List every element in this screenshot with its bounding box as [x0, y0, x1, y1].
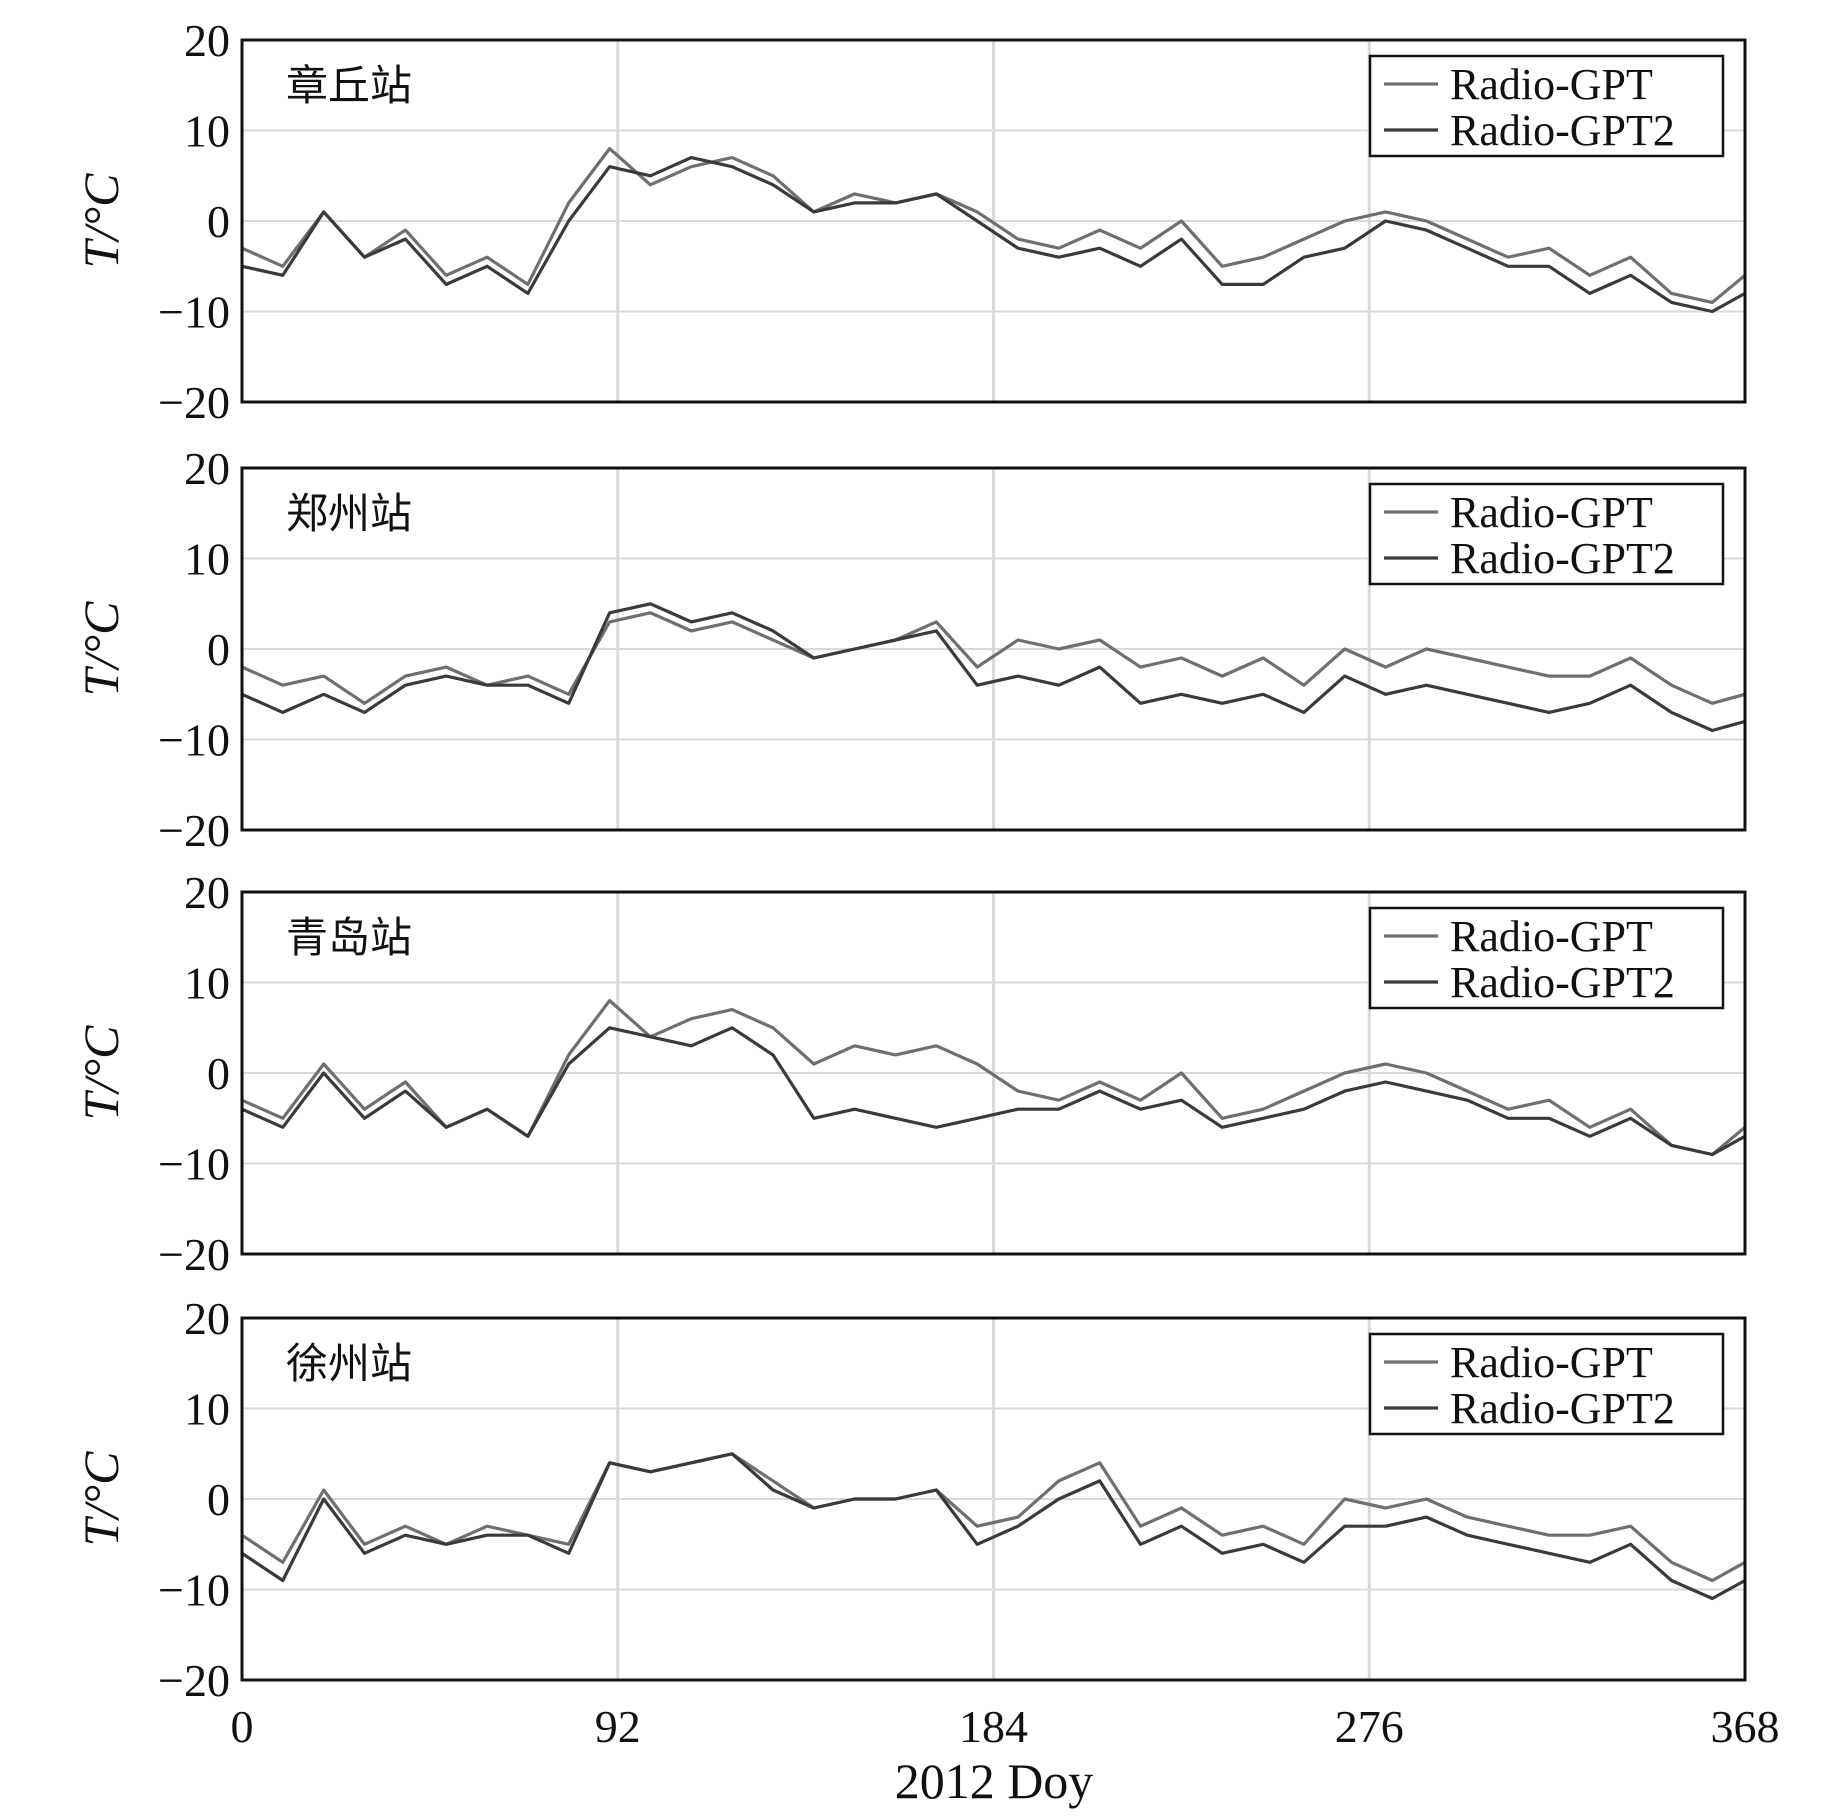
legend-label: Radio-GPT2 — [1450, 958, 1675, 1007]
legend-label: Radio-GPT — [1450, 1338, 1653, 1387]
station-label: 郑州站 — [286, 489, 412, 538]
station-label: 青岛站 — [286, 913, 412, 962]
y-tick-label: 0 — [207, 1048, 230, 1099]
series-line-radio-gpt — [241, 1452, 1746, 1583]
x-tick-label: 368 — [1711, 1701, 1780, 1752]
y-tick-label: 10 — [184, 1384, 230, 1435]
legend-label: Radio-GPT2 — [1450, 1384, 1675, 1433]
series-line-radio-gpt — [241, 147, 1747, 304]
y-axis-title: T/°C — [73, 173, 129, 269]
legend-box — [1368, 1332, 1725, 1436]
plot-frame — [240, 890, 1747, 1256]
y-tick-label: 20 — [184, 15, 230, 66]
plot-frame — [240, 1316, 1747, 1682]
legend-label: Radio-GPT2 — [1450, 534, 1675, 583]
legend-label: Radio-GPT — [1450, 60, 1653, 109]
series-line-radio-gpt2 — [241, 1452, 1746, 1601]
legend-box — [1368, 54, 1725, 158]
x-tick-label: 0 — [231, 1701, 254, 1752]
y-tick-label: 20 — [184, 1293, 230, 1344]
plot-frame — [240, 466, 1747, 832]
y-tick-label: 0 — [207, 196, 230, 247]
y-axis-title: T/°C — [73, 1025, 129, 1121]
legend-label: Radio-GPT — [1450, 912, 1653, 961]
y-tick-label: −20 — [158, 377, 230, 428]
y-tick-label: 10 — [184, 106, 230, 157]
station-label: 徐州站 — [286, 1339, 412, 1388]
y-tick-label: −20 — [158, 805, 230, 856]
legend-label: Radio-GPT2 — [1450, 106, 1675, 155]
y-tick-label: −10 — [158, 1139, 230, 1190]
plot-frame — [240, 38, 1747, 404]
station-label: 章丘站 — [286, 61, 412, 110]
y-tick-label: 10 — [184, 958, 230, 1009]
series-line-radio-gpt2 — [241, 156, 1746, 314]
y-tick-label: −10 — [158, 287, 230, 338]
y-tick-label: −20 — [158, 1655, 230, 1706]
legend-label: Radio-GPT — [1450, 488, 1653, 537]
x-tick-label: 276 — [1335, 1701, 1404, 1752]
series-line-radio-gpt2 — [241, 602, 1746, 733]
x-tick-label: 184 — [959, 1701, 1028, 1752]
y-tick-label: 10 — [184, 534, 230, 585]
x-tick-label: 92 — [595, 1701, 641, 1752]
y-tick-label: 20 — [184, 443, 230, 494]
legend-box — [1368, 482, 1725, 586]
y-tick-label: −20 — [158, 1229, 230, 1280]
y-axis-title: T/°C — [73, 1451, 129, 1547]
x-axis-title: 2012 Doy — [895, 1753, 1094, 1809]
y-tick-label: 0 — [207, 1474, 230, 1525]
y-tick-label: −10 — [158, 1565, 230, 1616]
y-tick-label: −10 — [158, 715, 230, 766]
y-axis-title: T/°C — [73, 601, 129, 697]
y-tick-label: 20 — [184, 867, 230, 918]
y-tick-label: 0 — [207, 624, 230, 675]
legend-box — [1368, 906, 1725, 1010]
series-line-radio-gpt2 — [241, 1026, 1746, 1157]
